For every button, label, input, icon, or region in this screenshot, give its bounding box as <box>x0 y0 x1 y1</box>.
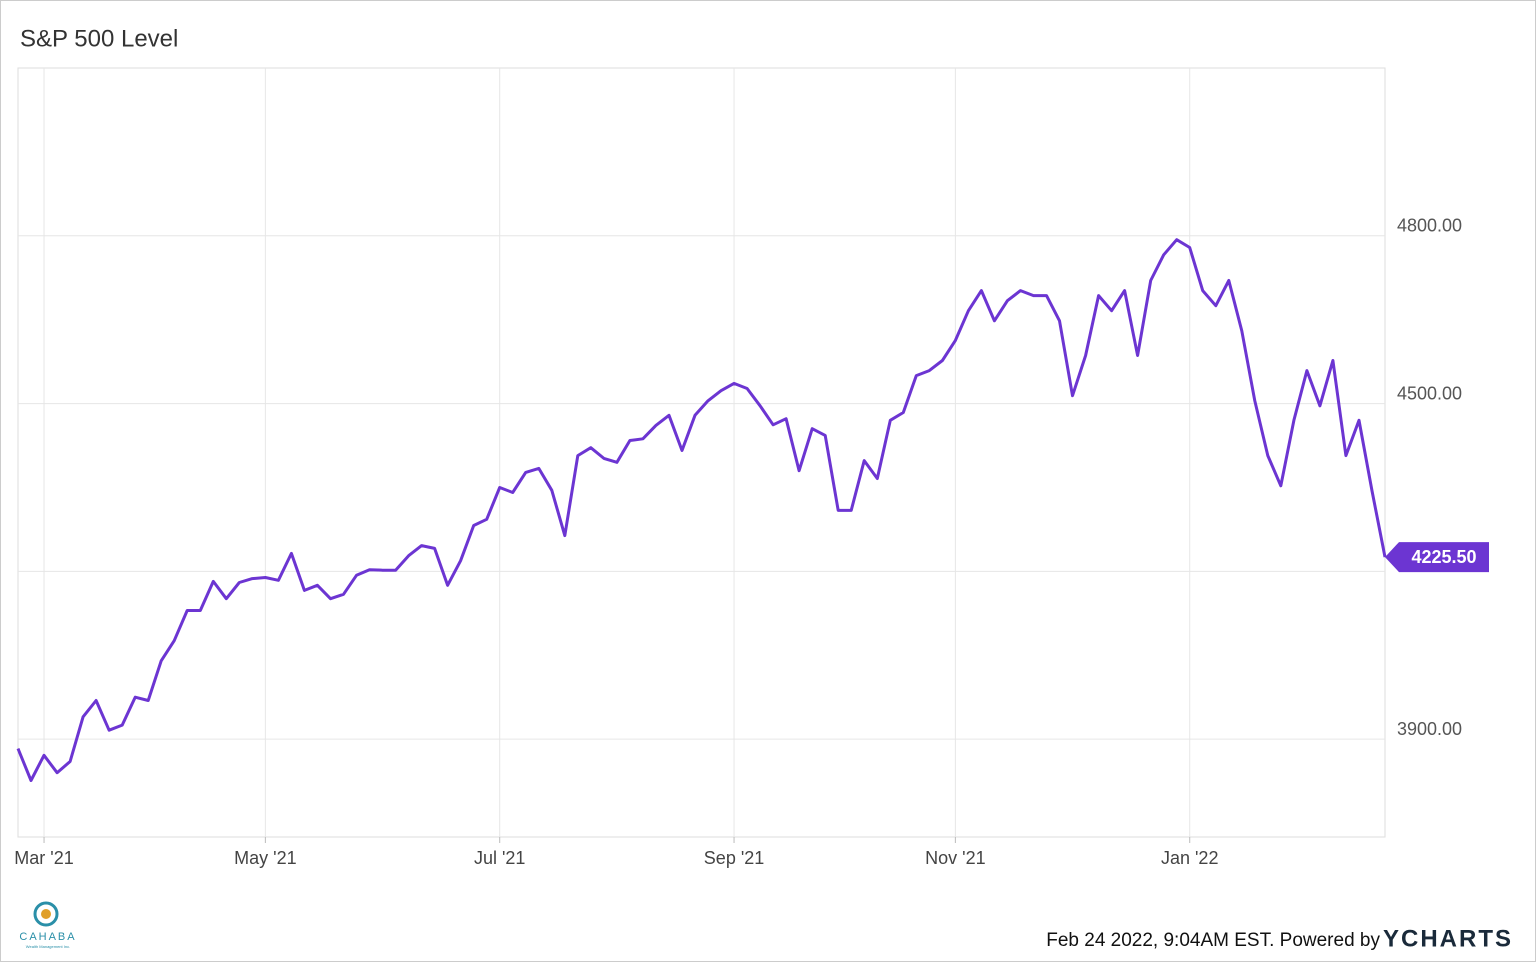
chart-title: S&P 500 Level <box>20 25 178 52</box>
logo-icon <box>41 909 51 919</box>
line <box>16 238 1387 782</box>
x-tick-label: Jan '22 <box>1161 848 1218 868</box>
x-tick-label: Nov '21 <box>925 848 985 868</box>
x-tick-label: Mar '21 <box>14 848 73 868</box>
y-tick-label: 4500.00 <box>1397 383 1462 403</box>
value-label: 4225.50 <box>1411 547 1476 567</box>
x-tick-label: Sep '21 <box>704 848 765 868</box>
value-badge <box>1385 542 1489 573</box>
x-tick-label: May '21 <box>234 848 296 868</box>
logo-icon <box>33 901 59 927</box>
x-tick-label: Jul '21 <box>474 848 525 868</box>
y-tick-label: 4800.00 <box>1397 216 1462 236</box>
logo: CAHABA Wealth Management Inc. <box>19 901 76 949</box>
y-tick-label: 3900.00 <box>1397 719 1462 739</box>
timestamp: Feb 24 2022, 9:04AM EST. Powered by <box>1046 930 1380 951</box>
logo-sub: Wealth Management Inc. <box>26 944 70 949</box>
plot-area <box>17 67 1386 838</box>
logo-name: CAHABA <box>19 931 76 943</box>
brand: YCHARTS <box>1383 925 1513 952</box>
